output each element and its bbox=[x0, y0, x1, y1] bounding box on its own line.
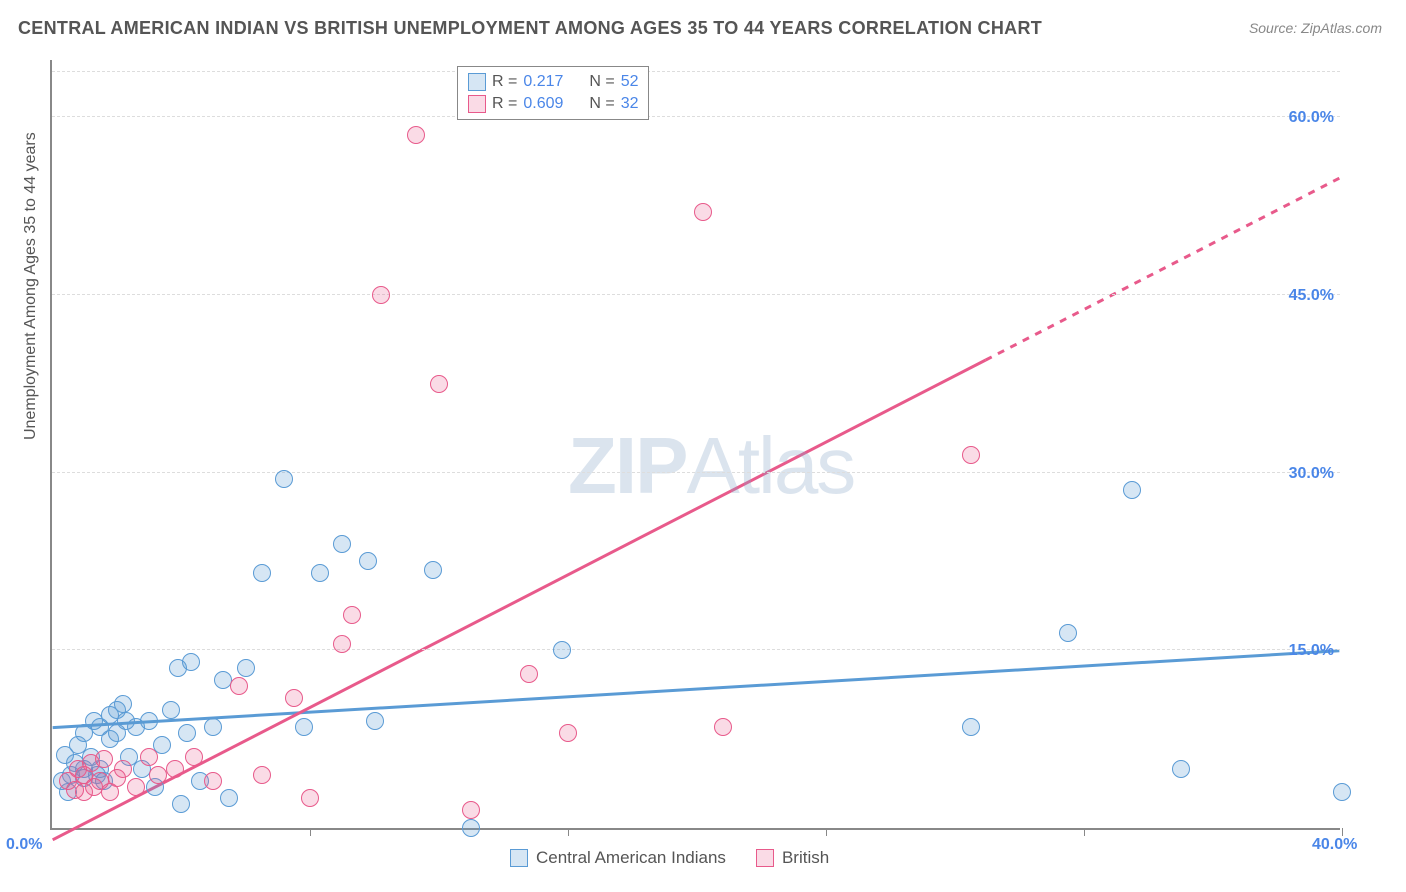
data-point bbox=[185, 748, 203, 766]
data-point bbox=[962, 718, 980, 736]
legend-swatch bbox=[756, 849, 774, 867]
y-tick-label: 30.0% bbox=[1289, 465, 1334, 483]
watermark-bold: ZIP bbox=[568, 421, 686, 510]
y-tick-label: 60.0% bbox=[1289, 109, 1334, 127]
data-point bbox=[430, 375, 448, 393]
data-point bbox=[1059, 624, 1077, 642]
source-attribution: Source: ZipAtlas.com bbox=[1249, 20, 1382, 36]
legend-swatch bbox=[468, 95, 486, 113]
data-point bbox=[333, 635, 351, 653]
trendlines-layer bbox=[52, 60, 1340, 828]
data-point bbox=[1333, 783, 1351, 801]
data-point bbox=[343, 606, 361, 624]
x-max-label: 40.0% bbox=[1312, 836, 1357, 854]
data-point bbox=[553, 641, 571, 659]
data-point bbox=[462, 819, 480, 837]
data-point bbox=[204, 718, 222, 736]
x-tick bbox=[1342, 828, 1343, 836]
data-point bbox=[462, 801, 480, 819]
legend-r-label: R = bbox=[492, 73, 517, 91]
legend-bottom: Central American Indians British bbox=[510, 848, 829, 868]
legend-label: British bbox=[782, 848, 829, 868]
x-origin-label: 0.0% bbox=[6, 836, 42, 854]
data-point bbox=[230, 677, 248, 695]
data-point bbox=[295, 718, 313, 736]
data-point bbox=[204, 772, 222, 790]
data-point bbox=[559, 724, 577, 742]
legend-swatch bbox=[510, 849, 528, 867]
x-tick bbox=[568, 828, 569, 836]
legend-r-value: 0.609 bbox=[523, 95, 583, 113]
legend-r-value: 0.217 bbox=[523, 73, 583, 91]
data-point bbox=[962, 446, 980, 464]
legend-correlation: R = 0.217 N = 52 R = 0.609 N = 32 bbox=[457, 66, 649, 120]
gridline bbox=[52, 116, 1340, 117]
chart-title: CENTRAL AMERICAN INDIAN VS BRITISH UNEMP… bbox=[18, 18, 1042, 39]
gridline bbox=[52, 472, 1340, 473]
data-point bbox=[253, 766, 271, 784]
watermark: ZIPAtlas bbox=[568, 420, 854, 512]
data-point bbox=[301, 789, 319, 807]
data-point bbox=[140, 748, 158, 766]
y-tick-label: 15.0% bbox=[1289, 642, 1334, 660]
data-point bbox=[95, 750, 113, 768]
data-point bbox=[166, 760, 184, 778]
legend-swatch bbox=[468, 73, 486, 91]
legend-label: Central American Indians bbox=[536, 848, 726, 868]
legend-row: R = 0.217 N = 52 bbox=[468, 71, 638, 93]
plot-area: ZIPAtlas 15.0% 30.0% 45.0% 60.0% R = 0.217 … bbox=[50, 60, 1340, 830]
gridline bbox=[52, 294, 1340, 295]
data-point bbox=[333, 535, 351, 553]
trendline-dashed bbox=[985, 178, 1339, 360]
x-tick bbox=[310, 828, 311, 836]
data-point bbox=[127, 778, 145, 796]
legend-r-label: R = bbox=[492, 95, 517, 113]
data-point bbox=[285, 689, 303, 707]
watermark-thin: Atlas bbox=[686, 421, 854, 510]
data-point bbox=[220, 789, 238, 807]
legend-n-label: N = bbox=[589, 95, 614, 113]
y-tick-label: 45.0% bbox=[1289, 287, 1334, 305]
x-tick bbox=[826, 828, 827, 836]
legend-item: Central American Indians bbox=[510, 848, 726, 868]
data-point bbox=[114, 695, 132, 713]
data-point bbox=[140, 712, 158, 730]
data-point bbox=[178, 724, 196, 742]
data-point bbox=[359, 552, 377, 570]
data-point bbox=[694, 203, 712, 221]
gridline bbox=[52, 649, 1340, 650]
data-point bbox=[182, 653, 200, 671]
data-point bbox=[520, 665, 538, 683]
x-tick bbox=[1084, 828, 1085, 836]
data-point bbox=[1172, 760, 1190, 778]
data-point bbox=[114, 760, 132, 778]
data-point bbox=[372, 286, 390, 304]
legend-n-value: 52 bbox=[621, 73, 639, 91]
data-point bbox=[714, 718, 732, 736]
data-point bbox=[162, 701, 180, 719]
data-point bbox=[1123, 481, 1141, 499]
data-point bbox=[275, 470, 293, 488]
data-point bbox=[407, 126, 425, 144]
data-point bbox=[366, 712, 384, 730]
data-point bbox=[237, 659, 255, 677]
legend-item: British bbox=[756, 848, 829, 868]
legend-n-label: N = bbox=[589, 73, 614, 91]
gridline bbox=[52, 71, 1340, 72]
legend-n-value: 32 bbox=[621, 95, 639, 113]
data-point bbox=[172, 795, 190, 813]
y-axis-label: Unemployment Among Ages 35 to 44 years bbox=[22, 132, 40, 440]
data-point bbox=[253, 564, 271, 582]
data-point bbox=[311, 564, 329, 582]
legend-row: R = 0.609 N = 32 bbox=[468, 93, 638, 115]
data-point bbox=[424, 561, 442, 579]
trendline bbox=[53, 360, 986, 840]
